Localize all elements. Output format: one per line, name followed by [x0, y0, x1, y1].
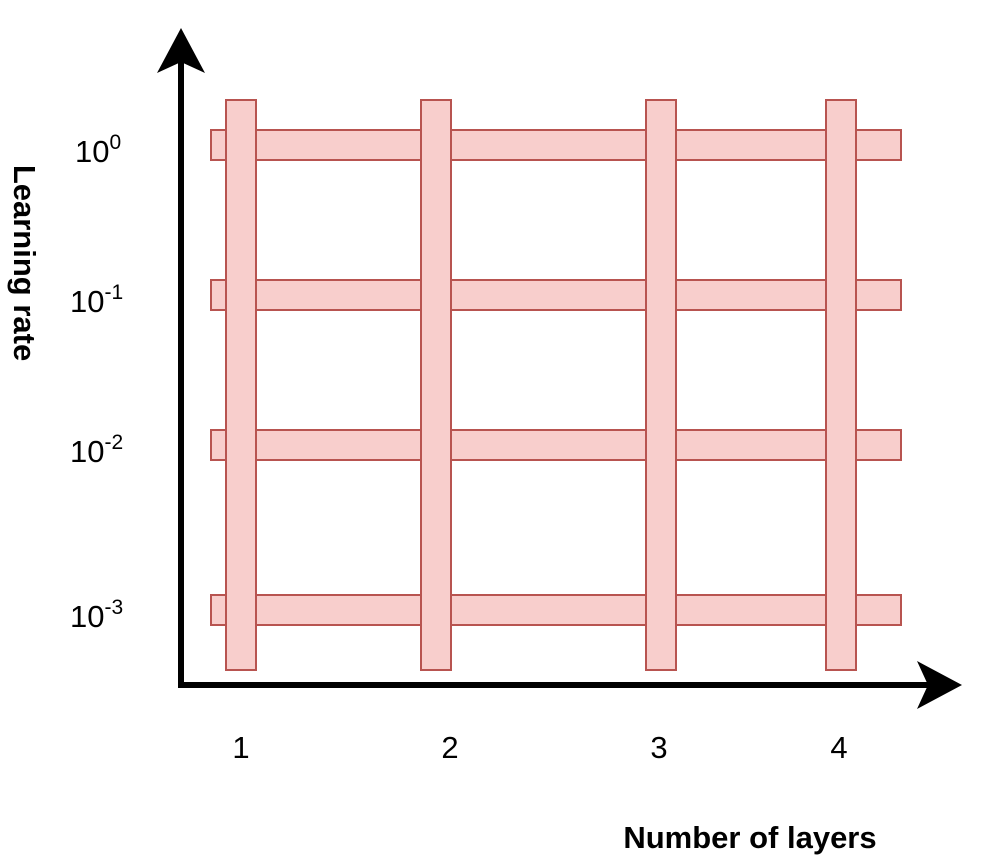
x-axis-title: Number of layers — [623, 820, 876, 855]
lr-bar-2 — [210, 279, 902, 311]
y-tick-label: 100 — [75, 131, 121, 169]
lr-bar-3 — [210, 429, 902, 461]
x-tick-label: 4 — [830, 730, 847, 765]
learning-rate-bars — [210, 129, 902, 626]
y-tick-label: 10-1 — [70, 281, 123, 319]
x-tick-label: 3 — [650, 730, 667, 765]
y-tick-exponent: -3 — [104, 596, 123, 619]
y-tick-base: 10 — [70, 599, 104, 634]
y-tick-exponent: -2 — [104, 431, 123, 454]
y-tick-base: 10 — [70, 284, 104, 319]
layer-bar-1 — [225, 99, 257, 671]
x-axis-arrowhead — [917, 661, 962, 709]
y-tick-base: 10 — [75, 134, 109, 169]
y-tick-label: 10-2 — [70, 431, 123, 469]
lr-bar-4 — [210, 594, 902, 626]
layer-bar-2 — [420, 99, 452, 671]
y-tick-exponent: 0 — [109, 131, 121, 154]
y-tick-label: 10-3 — [70, 596, 123, 634]
y-axis-arrowhead — [157, 28, 205, 73]
x-tick-labels: 1 2 3 4 — [232, 730, 847, 765]
x-tick-label: 2 — [441, 730, 458, 765]
x-tick-label: 1 — [232, 730, 249, 765]
y-tick-exponent: -1 — [104, 281, 123, 304]
y-tick-labels: 100 10-1 10-2 10-3 — [70, 131, 123, 634]
y-axis-title: Learning rate — [7, 165, 42, 361]
lr-bar-1 — [210, 129, 902, 161]
axes — [157, 28, 962, 709]
y-tick-base: 10 — [70, 434, 104, 469]
layer-bar-4 — [825, 99, 857, 671]
layer-bars — [225, 99, 857, 671]
layer-bar-3 — [645, 99, 677, 671]
